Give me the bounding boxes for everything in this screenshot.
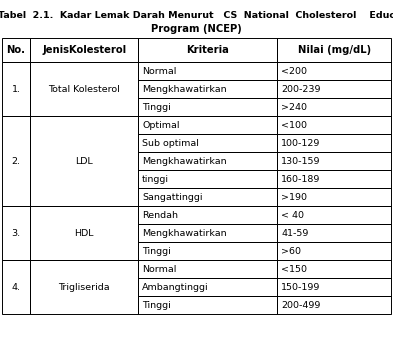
Text: 150-199: 150-199 — [281, 282, 321, 292]
Text: 1.: 1. — [11, 85, 20, 93]
Bar — [138, 38, 277, 62]
Text: Rendah: Rendah — [142, 210, 178, 220]
Bar — [138, 296, 277, 314]
Text: No.: No. — [7, 45, 26, 55]
Text: Program (NCEP): Program (NCEP) — [151, 24, 242, 34]
Bar — [277, 296, 391, 314]
Bar — [2, 116, 30, 206]
Text: LDL: LDL — [75, 157, 93, 165]
Text: >240: >240 — [281, 103, 307, 112]
Text: 200-239: 200-239 — [281, 85, 321, 93]
Text: Total Kolesterol: Total Kolesterol — [48, 85, 120, 93]
Bar — [30, 260, 138, 314]
Bar — [138, 98, 277, 116]
Bar — [30, 38, 138, 62]
Text: 160-189: 160-189 — [281, 175, 321, 183]
Text: 130-159: 130-159 — [281, 157, 321, 165]
Text: tinggi: tinggi — [142, 175, 169, 183]
Bar — [138, 242, 277, 260]
Text: 2.: 2. — [11, 157, 20, 165]
Bar — [138, 134, 277, 152]
Text: 200-499: 200-499 — [281, 300, 321, 310]
Text: Normal: Normal — [142, 265, 176, 273]
Bar — [277, 152, 391, 170]
Text: <200: <200 — [281, 66, 307, 75]
Text: Kriteria: Kriteria — [186, 45, 229, 55]
Text: < 40: < 40 — [281, 210, 305, 220]
Text: Tinggi: Tinggi — [142, 247, 171, 255]
Text: Sub optimal: Sub optimal — [142, 138, 199, 148]
Text: <150: <150 — [281, 265, 307, 273]
Text: JenisKolesterol: JenisKolesterol — [42, 45, 126, 55]
Bar — [277, 224, 391, 242]
Text: Tinggi: Tinggi — [142, 300, 171, 310]
Bar — [138, 170, 277, 188]
Text: 3.: 3. — [11, 228, 20, 237]
Bar — [30, 62, 138, 116]
Text: Mengkhawatirkan: Mengkhawatirkan — [142, 157, 227, 165]
Bar — [277, 98, 391, 116]
Bar — [2, 260, 30, 314]
Text: Optimal: Optimal — [142, 120, 180, 130]
Text: Tabel  2.1.  Kadar Lemak Darah Menurut   CS  National  Cholesterol    Educ: Tabel 2.1. Kadar Lemak Darah Menurut CS … — [0, 11, 393, 19]
Text: 41-59: 41-59 — [281, 228, 309, 237]
Bar — [138, 278, 277, 296]
Text: <100: <100 — [281, 120, 307, 130]
Bar — [277, 242, 391, 260]
Text: 4.: 4. — [11, 282, 20, 292]
Text: >60: >60 — [281, 247, 301, 255]
Bar — [277, 260, 391, 278]
Text: Sangattinggi: Sangattinggi — [142, 193, 203, 202]
Bar — [277, 116, 391, 134]
Text: Ambangtinggi: Ambangtinggi — [142, 282, 209, 292]
Text: Nilai (mg/dL): Nilai (mg/dL) — [298, 45, 371, 55]
Text: >190: >190 — [281, 193, 307, 202]
Text: 100-129: 100-129 — [281, 138, 321, 148]
Bar — [30, 206, 138, 260]
Text: Normal: Normal — [142, 66, 176, 75]
Text: Tinggi: Tinggi — [142, 103, 171, 112]
Text: Mengkhawatirkan: Mengkhawatirkan — [142, 85, 227, 93]
Text: Trigliserida: Trigliserida — [58, 282, 110, 292]
Bar — [138, 116, 277, 134]
Bar — [138, 188, 277, 206]
Bar — [277, 170, 391, 188]
Bar — [2, 62, 30, 116]
Bar — [138, 80, 277, 98]
Bar — [277, 206, 391, 224]
Text: Mengkhawatirkan: Mengkhawatirkan — [142, 228, 227, 237]
Bar — [277, 188, 391, 206]
Bar — [2, 38, 30, 62]
Bar — [277, 38, 391, 62]
Bar — [138, 260, 277, 278]
Bar — [138, 206, 277, 224]
Text: HDL: HDL — [74, 228, 94, 237]
Bar — [138, 152, 277, 170]
Bar — [277, 62, 391, 80]
Bar — [277, 80, 391, 98]
Bar — [138, 62, 277, 80]
Bar — [30, 116, 138, 206]
Bar — [138, 224, 277, 242]
Bar — [277, 134, 391, 152]
Bar — [277, 278, 391, 296]
Bar — [2, 206, 30, 260]
